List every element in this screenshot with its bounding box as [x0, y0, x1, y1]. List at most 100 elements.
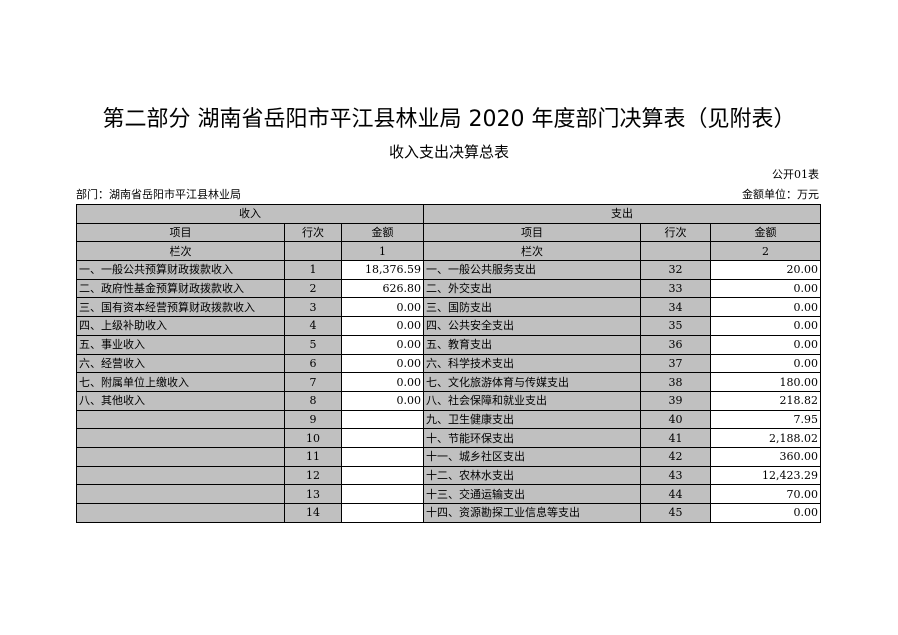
expense-amount: 0.00 [710, 316, 821, 336]
expense-item: 二、外交支出 [423, 278, 641, 299]
table-row: 9 九、卫生健康支出 40 7.95 [76, 409, 821, 430]
expense-item: 一、一般公共服务支出 [423, 260, 641, 280]
expense-item-header: 项目 [423, 222, 641, 243]
table-row: 七、附属单位上缴收入 7 0.00 七、文化旅游体育与传媒支出 38 180.00 [76, 372, 821, 392]
amount-unit: 金额单位：万元 [742, 188, 819, 201]
table-row: 13 十三、交通运输支出 44 70.00 [76, 484, 821, 504]
expense-row-no: 42 [640, 446, 711, 467]
income-row-no: 4 [284, 316, 342, 336]
income-row-no: 2 [284, 278, 342, 299]
expense-amount: 0.00 [710, 278, 821, 299]
income-row-no: 5 [284, 334, 342, 355]
table-title: 收入支出决算总表 [388, 143, 509, 161]
income-expense-table: 收入 支出 项目 行次 金额 项目 行次 金额 栏次 1 栏次 2 一、一般公共… [76, 204, 821, 523]
page-title: 第二部分 湖南省岳阳市平江县林业局 2020 年度部门决算表（见附表） [102, 107, 796, 132]
income-amount-header: 金额 [341, 222, 424, 243]
expense-row-no: 32 [640, 260, 711, 280]
income-amount: 0.00 [341, 334, 424, 355]
column-index-row: 栏次 1 栏次 2 [76, 241, 821, 262]
income-item [76, 446, 285, 467]
expense-amount: 12,423.29 [710, 465, 821, 486]
expense-item: 七、文化旅游体育与传媒支出 [423, 372, 641, 392]
expense-row-no: 34 [640, 297, 711, 318]
expense-row-no: 39 [640, 390, 711, 411]
table-row: 一、一般公共预算财政拨款收入 1 18,376.59 一、一般公共服务支出 32 20.0… [76, 260, 821, 280]
income-item: 一、一般公共预算财政拨款收入 [76, 260, 285, 280]
expense-amount: 0.00 [710, 334, 821, 355]
expense-amount: 20.00 [710, 260, 821, 280]
income-item [76, 465, 285, 486]
income-amount [341, 446, 424, 467]
income-amount: 0.00 [341, 372, 424, 392]
department: 部门：湖南省岳阳市平江县林业局 [76, 188, 241, 201]
expense-row-no: 44 [640, 484, 711, 504]
table-row: 12 十二、农林水支出 43 12,423.29 [76, 465, 821, 486]
expense-col-index: 2 [710, 241, 821, 262]
expense-amount: 70.00 [710, 484, 821, 504]
expense-item: 十四、资源勘探工业信息等支出 [423, 503, 641, 523]
expense-item: 三、国防支出 [423, 297, 641, 318]
income-row-no: 10 [284, 428, 342, 448]
table-row: 六、经营收入 6 0.00 六、科学技术支出 37 0.00 [76, 353, 821, 374]
table-row: 14 十四、资源勘探工业信息等支出 45 0.00 [76, 503, 821, 523]
expense-item: 四、公共安全支出 [423, 316, 641, 336]
income-row-no: 11 [284, 446, 342, 467]
expense-item: 五、教育支出 [423, 334, 641, 355]
expense-row-no: 33 [640, 278, 711, 299]
expense-row-no: 45 [640, 503, 711, 523]
income-item [76, 503, 285, 523]
income-row-no: 3 [284, 297, 342, 318]
expense-row-no: 36 [640, 334, 711, 355]
expense-row-no: 41 [640, 428, 711, 448]
income-row-no: 8 [284, 390, 342, 411]
income-item: 五、事业收入 [76, 334, 285, 355]
table-row: 四、上级补助收入 4 0.00 四、公共安全支出 35 0.00 [76, 316, 821, 336]
table-row: 八、其他收入 8 0.00 八、社会保障和就业支出 39 218.82 [76, 390, 821, 411]
expense-row-no: 35 [640, 316, 711, 336]
column-header-row: 项目 行次 金额 项目 行次 金额 [76, 222, 821, 243]
income-row-no: 14 [284, 503, 342, 523]
income-item-header: 项目 [76, 222, 285, 243]
table-number: 公开01表 [772, 168, 819, 181]
income-header: 收入 [76, 204, 424, 224]
expense-item: 九、卫生健康支出 [423, 409, 641, 430]
income-amount: 0.00 [341, 297, 424, 318]
table-row: 二、政府性基金预算财政拨款收入 2 626.80 二、外交支出 33 0.00 [76, 278, 821, 299]
income-row-no: 1 [284, 260, 342, 280]
expense-row-no: 37 [640, 353, 711, 374]
income-item: 六、经营收入 [76, 353, 285, 374]
expense-amount: 218.82 [710, 390, 821, 411]
expense-col-blank [640, 241, 711, 262]
income-row-no: 13 [284, 484, 342, 504]
expense-row-no-header: 行次 [640, 222, 711, 243]
expense-amount: 360.00 [710, 446, 821, 467]
expense-col-label: 栏次 [423, 241, 641, 262]
expense-item: 十一、城乡社区支出 [423, 446, 641, 467]
income-item: 二、政府性基金预算财政拨款收入 [76, 278, 285, 299]
income-item: 七、附属单位上缴收入 [76, 372, 285, 392]
table-row: 10 十、节能环保支出 41 2,188.02 [76, 428, 821, 448]
income-item: 四、上级补助收入 [76, 316, 285, 336]
income-col-blank [284, 241, 342, 262]
income-amount: 18,376.59 [341, 260, 424, 280]
expense-row-no: 43 [640, 465, 711, 486]
income-col-index: 1 [341, 241, 424, 262]
income-item [76, 428, 285, 448]
income-amount: 626.80 [341, 278, 424, 299]
expense-item: 十三、交通运输支出 [423, 484, 641, 504]
income-amount: 0.00 [341, 390, 424, 411]
expense-amount: 180.00 [710, 372, 821, 392]
income-amount [341, 428, 424, 448]
expense-amount-header: 金额 [710, 222, 821, 243]
expense-header: 支出 [423, 204, 821, 224]
expense-amount: 0.00 [710, 297, 821, 318]
table-row: 五、事业收入 5 0.00 五、教育支出 36 0.00 [76, 334, 821, 355]
expense-item: 八、社会保障和就业支出 [423, 390, 641, 411]
section-header-row: 收入 支出 [76, 204, 821, 224]
income-row-no: 7 [284, 372, 342, 392]
expense-amount: 2,188.02 [710, 428, 821, 448]
income-item: 八、其他收入 [76, 390, 285, 411]
expense-amount: 7.95 [710, 409, 821, 430]
income-amount [341, 465, 424, 486]
income-amount [341, 503, 424, 523]
